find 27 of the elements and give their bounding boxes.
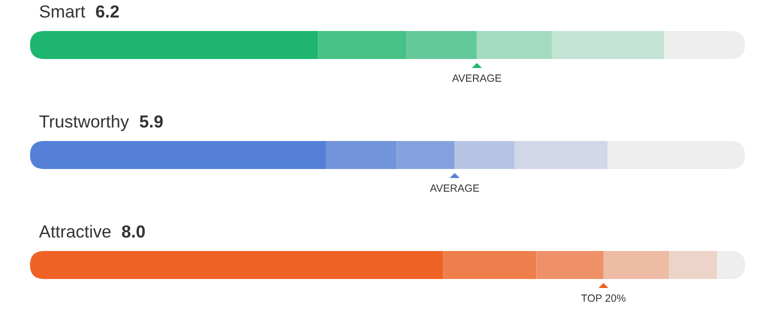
bar bbox=[406, 31, 477, 59]
bar bbox=[476, 31, 552, 59]
chart-subtitle: 5.9 bbox=[140, 115, 163, 128]
bar bbox=[454, 141, 515, 169]
bar bbox=[443, 251, 536, 279]
bar bbox=[514, 141, 608, 169]
bar bbox=[669, 251, 718, 279]
bar bbox=[536, 251, 604, 279]
text: AVERAGE bbox=[430, 184, 480, 192]
bar bbox=[30, 141, 326, 169]
bar bbox=[30, 31, 318, 59]
bar bbox=[717, 251, 745, 279]
chart-subtitle: 6.2 bbox=[96, 5, 119, 18]
bar bbox=[30, 251, 444, 279]
text: TOP 20% bbox=[581, 294, 626, 302]
bar bbox=[396, 141, 455, 169]
bar bbox=[318, 31, 407, 59]
bar bbox=[326, 141, 397, 169]
bar bbox=[664, 31, 745, 59]
chart-title: Attractive bbox=[39, 224, 111, 238]
chart-title: Trustworthy bbox=[39, 114, 129, 132]
bar bbox=[552, 31, 664, 59]
chart-title: Smart bbox=[40, 5, 86, 18]
bar bbox=[603, 251, 670, 279]
chart-subtitle: 8.0 bbox=[122, 225, 145, 238]
text: AVERAGE bbox=[452, 74, 502, 82]
bar bbox=[608, 141, 745, 169]
